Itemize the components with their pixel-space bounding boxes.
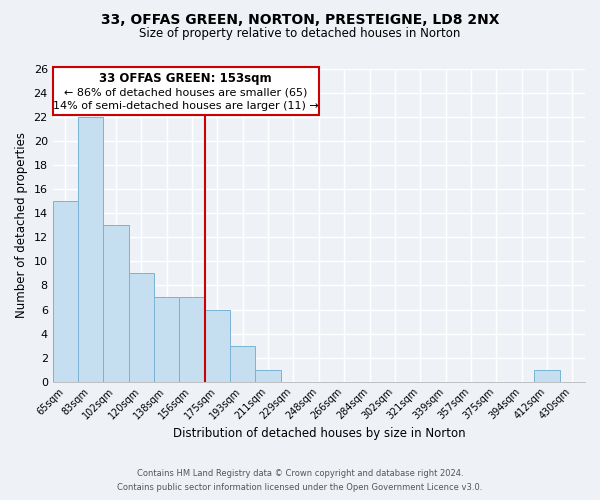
Text: Size of property relative to detached houses in Norton: Size of property relative to detached ho…	[139, 28, 461, 40]
Text: 33 OFFAS GREEN: 153sqm: 33 OFFAS GREEN: 153sqm	[100, 72, 272, 85]
Bar	[103, 226, 129, 382]
Text: 33, OFFAS GREEN, NORTON, PRESTEIGNE, LD8 2NX: 33, OFFAS GREEN, NORTON, PRESTEIGNE, LD8…	[101, 12, 499, 26]
Bar	[78, 117, 103, 382]
Bar	[179, 298, 205, 382]
Bar	[256, 370, 281, 382]
X-axis label: Distribution of detached houses by size in Norton: Distribution of detached houses by size …	[173, 427, 465, 440]
FancyBboxPatch shape	[53, 67, 319, 114]
Text: 14% of semi-detached houses are larger (11) →: 14% of semi-detached houses are larger (…	[53, 101, 319, 111]
Text: Contains public sector information licensed under the Open Government Licence v3: Contains public sector information licen…	[118, 484, 482, 492]
Bar	[154, 298, 179, 382]
Bar	[535, 370, 560, 382]
Bar	[230, 346, 256, 382]
Bar	[53, 202, 78, 382]
Bar	[205, 310, 230, 382]
Text: Contains HM Land Registry data © Crown copyright and database right 2024.: Contains HM Land Registry data © Crown c…	[137, 468, 463, 477]
Text: ← 86% of detached houses are smaller (65): ← 86% of detached houses are smaller (65…	[64, 88, 307, 98]
Bar	[129, 274, 154, 382]
Y-axis label: Number of detached properties: Number of detached properties	[15, 132, 28, 318]
